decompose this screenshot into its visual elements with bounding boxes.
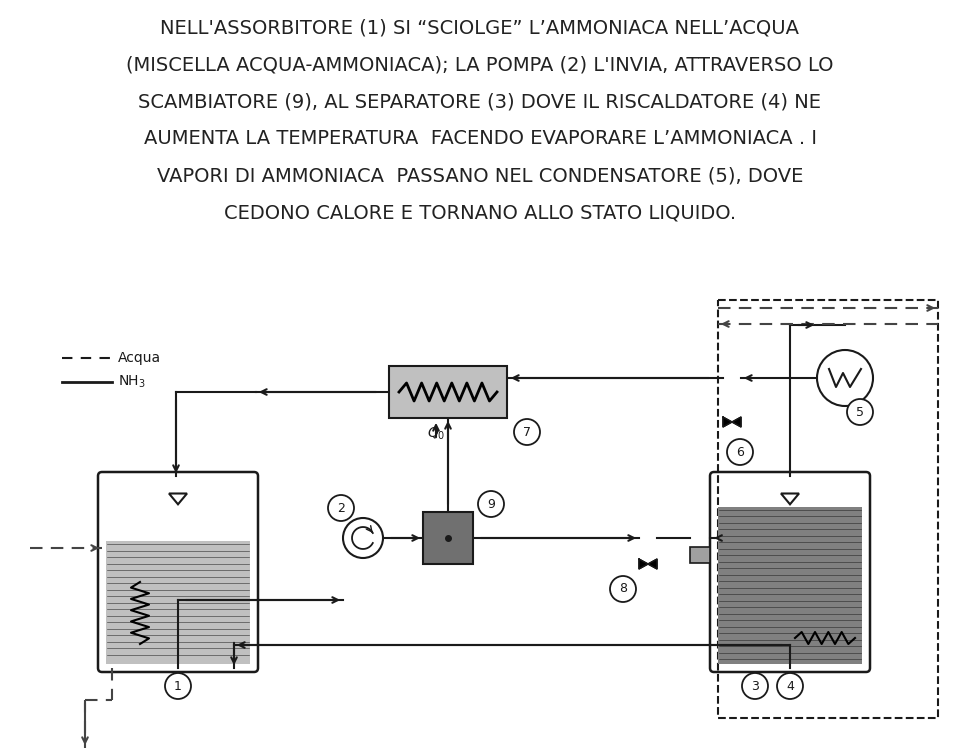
- Circle shape: [727, 439, 753, 465]
- Circle shape: [847, 399, 873, 425]
- FancyBboxPatch shape: [710, 472, 870, 672]
- Polygon shape: [723, 417, 741, 427]
- Circle shape: [817, 350, 873, 406]
- Text: NH$_3$: NH$_3$: [118, 374, 146, 390]
- Circle shape: [777, 673, 803, 699]
- Bar: [718, 300, 938, 718]
- Bar: [718, 506, 862, 664]
- Text: AUMENTA LA TEMPERATURA  FACENDO EVAPORARE L’AMMONIACA . I: AUMENTA LA TEMPERATURA FACENDO EVAPORARE…: [143, 130, 817, 149]
- Text: 9: 9: [487, 497, 495, 511]
- Polygon shape: [781, 494, 799, 504]
- Bar: [690, 547, 710, 563]
- Polygon shape: [169, 494, 187, 504]
- Bar: [423, 512, 473, 564]
- Text: 3: 3: [751, 680, 759, 692]
- Text: 1: 1: [174, 680, 182, 692]
- Text: $Q_0$: $Q_0$: [427, 426, 445, 442]
- Text: 8: 8: [619, 583, 627, 596]
- Circle shape: [514, 419, 540, 445]
- Circle shape: [328, 495, 354, 521]
- Circle shape: [478, 491, 504, 517]
- Text: Acqua: Acqua: [118, 351, 161, 365]
- Circle shape: [742, 673, 768, 699]
- Bar: [106, 541, 250, 664]
- Circle shape: [343, 518, 383, 558]
- Text: 5: 5: [856, 406, 864, 418]
- Text: 7: 7: [523, 425, 531, 439]
- Text: 4: 4: [786, 680, 794, 692]
- Bar: [389, 366, 507, 418]
- Text: (MISCELLA ACQUA-AMMONIACA); LA POMPA (2) L'INVIA, ATTRAVERSO LO: (MISCELLA ACQUA-AMMONIACA); LA POMPA (2)…: [127, 56, 833, 74]
- Circle shape: [165, 673, 191, 699]
- Text: SCAMBIATORE (9), AL SEPARATORE (3) DOVE IL RISCALDATORE (4) NE: SCAMBIATORE (9), AL SEPARATORE (3) DOVE …: [138, 92, 822, 112]
- Text: NELL'ASSORBITORE (1) SI “SCIOLGE” L’AMMONIACA NELL’ACQUA: NELL'ASSORBITORE (1) SI “SCIOLGE” L’AMMO…: [160, 19, 800, 38]
- Circle shape: [610, 576, 636, 602]
- Text: 6: 6: [736, 446, 744, 458]
- Text: CEDONO CALORE E TORNANO ALLO STATO LIQUIDO.: CEDONO CALORE E TORNANO ALLO STATO LIQUI…: [224, 203, 736, 223]
- FancyBboxPatch shape: [98, 472, 258, 672]
- Text: VAPORI DI AMMONIACA  PASSANO NEL CONDENSATORE (5), DOVE: VAPORI DI AMMONIACA PASSANO NEL CONDENSA…: [156, 166, 804, 185]
- Polygon shape: [639, 559, 657, 569]
- Text: 2: 2: [337, 502, 345, 515]
